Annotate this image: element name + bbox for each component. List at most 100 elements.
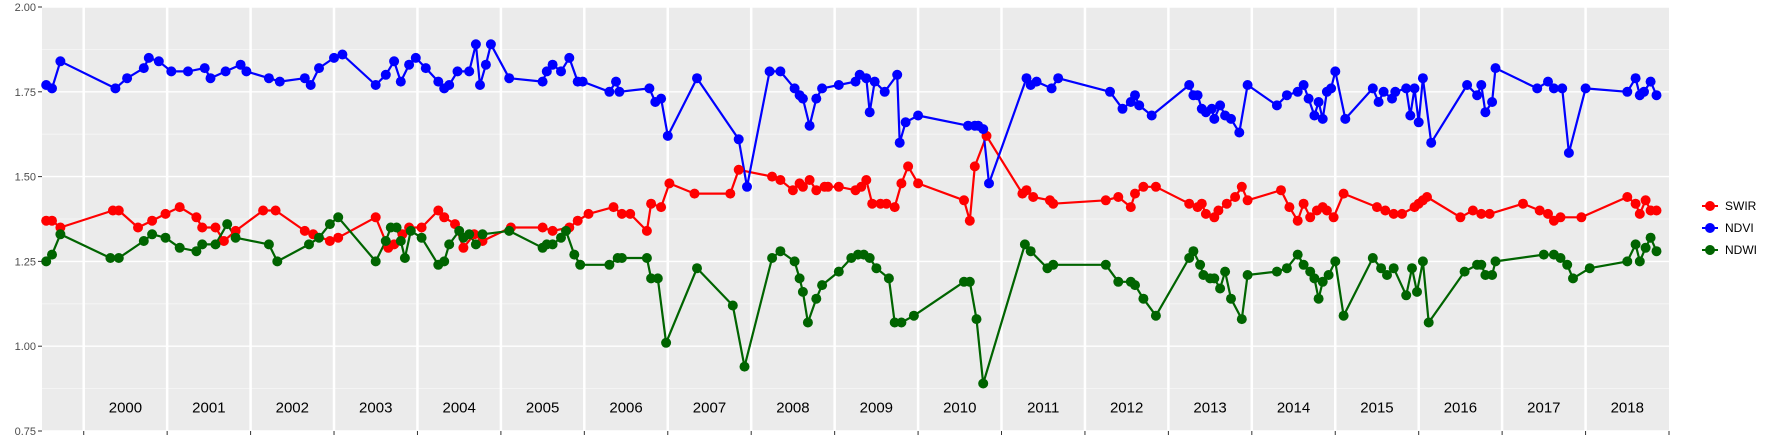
data-point-swir: [608, 202, 619, 213]
y-axis: 0.75 1.00 1.25 1.50 1.75 2.00: [15, 2, 42, 438]
data-point-ndvi: [1292, 86, 1303, 97]
data-point-ndwi: [1330, 256, 1341, 267]
data-point-ndwi: [739, 361, 750, 372]
data-point-ndvi: [1532, 83, 1543, 94]
data-point-ndwi: [1025, 246, 1036, 257]
data-point-ndwi: [174, 242, 185, 253]
data-point-ndwi: [464, 229, 475, 240]
data-point-ndvi: [263, 73, 274, 84]
data-point-ndvi: [541, 66, 552, 77]
data-point-ndwi: [1242, 270, 1253, 280]
data-point-ndwi: [575, 259, 586, 270]
data-point-swir: [969, 161, 980, 172]
data-point-ndvi: [485, 39, 496, 50]
data-point-ndwi: [1281, 263, 1292, 274]
data-point-ndwi: [1490, 256, 1501, 267]
series-layer: [41, 39, 1662, 389]
data-point-ndwi: [504, 225, 515, 236]
data-point-ndvi: [143, 52, 154, 63]
data-point-ndvi: [833, 80, 844, 90]
data-point-ndvi: [480, 59, 491, 70]
data-point-swir: [775, 175, 786, 185]
data-point-swir: [47, 215, 57, 226]
data-point-swir: [210, 222, 221, 233]
year-label: 2003: [359, 399, 392, 416]
data-point-ndvi: [183, 66, 193, 77]
data-point-ndwi: [138, 236, 149, 246]
data-point-ndvi: [656, 93, 667, 104]
data-point-ndvi: [1309, 110, 1320, 121]
data-point-ndvi: [1192, 90, 1203, 101]
data-point-swir: [903, 161, 914, 172]
data-point-swir: [664, 178, 675, 189]
data-point-swir: [797, 181, 808, 192]
data-point-ndwi: [1487, 270, 1498, 280]
data-point-ndwi: [1313, 293, 1324, 304]
data-point-ndvi: [337, 49, 348, 60]
data-point-ndvi: [1622, 86, 1633, 97]
data-point-ndwi: [304, 239, 314, 250]
data-point-ndvi: [1487, 97, 1498, 107]
data-point-swir: [1321, 205, 1332, 216]
data-point-ndvi: [1413, 117, 1424, 128]
data-point-ndwi: [1423, 317, 1434, 328]
data-point-swir: [1130, 188, 1140, 199]
data-point-ndvi: [764, 66, 775, 77]
data-point-ndwi: [775, 246, 786, 257]
data-point-ndwi: [1417, 256, 1428, 267]
minor-grid: [42, 49, 1669, 390]
data-point-ndvi: [1206, 103, 1217, 114]
year-label: 2007: [693, 399, 726, 416]
data-point-ndvi: [879, 86, 890, 97]
data-point-ndvi: [395, 76, 406, 87]
year-label: 2011: [1027, 399, 1059, 416]
data-point-ndvi: [1390, 86, 1401, 97]
year-label: 2014: [1277, 399, 1310, 416]
data-point-ndwi: [439, 256, 450, 267]
data-point-swir: [861, 175, 872, 185]
data-point-ndvi: [861, 73, 872, 84]
data-point-ndwi: [395, 236, 406, 246]
data-point-ndwi: [477, 229, 488, 240]
data-point-ndvi: [797, 93, 808, 104]
data-point-ndvi: [662, 130, 673, 141]
data-point-ndvi: [1242, 80, 1253, 90]
data-point-ndvi: [894, 137, 905, 148]
data-point-ndwi: [444, 239, 455, 250]
data-point-ndvi: [900, 117, 911, 128]
data-point-ndwi: [1555, 253, 1566, 263]
data-point-ndvi: [433, 76, 444, 87]
data-point-ndwi: [405, 225, 416, 236]
data-point-swir: [1213, 205, 1224, 216]
data-point-swir: [572, 215, 583, 226]
data-point-swir: [133, 222, 143, 233]
data-point-ndwi: [263, 239, 274, 250]
data-point-ndvi: [55, 56, 66, 67]
year-label: 2013: [1193, 399, 1226, 416]
data-point-ndwi: [604, 259, 615, 270]
data-point-ndvi: [389, 56, 400, 67]
year-label: 2001: [192, 399, 225, 416]
data-point-ndwi: [105, 253, 116, 263]
data-point-ndvi: [1651, 90, 1662, 101]
data-point-ndvi: [444, 80, 455, 90]
data-point-ndvi: [241, 66, 252, 77]
data-point-swir: [616, 208, 627, 219]
year-label: 2009: [860, 399, 893, 416]
data-point-swir: [1305, 212, 1316, 223]
data-point-ndvi: [380, 69, 391, 80]
data-point-swir: [1328, 212, 1339, 223]
data-point-ndvi: [299, 73, 310, 84]
data-point-ndwi: [864, 253, 875, 263]
data-point-ndwi: [1622, 256, 1633, 267]
data-point-swir: [889, 202, 900, 213]
data-point-ndwi: [817, 280, 828, 291]
data-point-ndvi: [1557, 83, 1568, 94]
data-point-swir: [625, 208, 636, 219]
data-point-ndvi: [47, 83, 57, 94]
data-point-ndvi: [611, 76, 621, 87]
data-point-ndvi: [464, 66, 475, 77]
data-point-ndwi: [811, 293, 822, 304]
data-point-swir: [725, 188, 736, 199]
data-point-ndvi: [110, 83, 121, 94]
